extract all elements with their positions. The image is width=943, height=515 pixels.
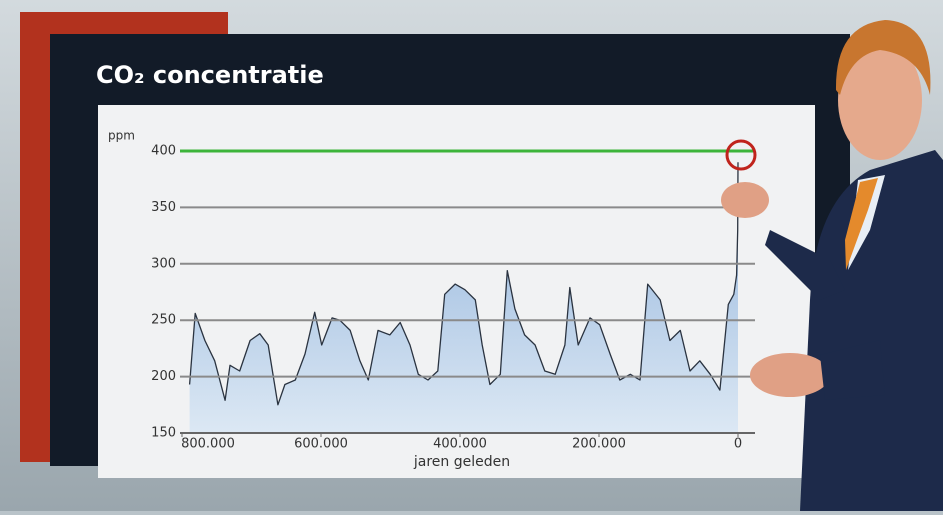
y-tick-label: 200 xyxy=(151,369,176,384)
screen: CO₂ concentratie ppm jaren geleden 150 20… xyxy=(0,0,943,511)
y-tick-label: 350 xyxy=(151,200,176,215)
chart-title: CO₂ concentratie xyxy=(96,61,324,89)
y-tick-label: 300 xyxy=(151,256,176,271)
x-tick-label: 400.000 xyxy=(433,437,487,452)
x-tick-label: 600.000 xyxy=(294,437,348,452)
lower-hand xyxy=(750,353,830,397)
y-tick-label: 150 xyxy=(151,426,176,441)
y-axis-label: ppm xyxy=(108,129,135,143)
y-tick-label: 400 xyxy=(151,144,176,159)
pointing-hand xyxy=(721,182,769,218)
x-tick-label: 200.000 xyxy=(572,437,626,452)
x-tick-label: 0 xyxy=(734,437,742,452)
y-tick-label: 250 xyxy=(151,313,176,328)
x-axis-label: jaren geleden xyxy=(413,454,510,470)
page: CO₂ concentratie ppm jaren geleden 150 20… xyxy=(0,0,943,511)
x-tick-label: 800.000 xyxy=(181,437,235,452)
